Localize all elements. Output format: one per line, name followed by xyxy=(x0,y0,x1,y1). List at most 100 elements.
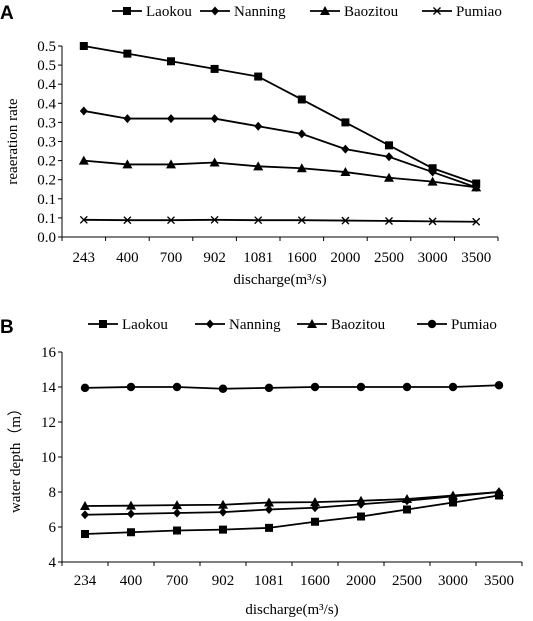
y-tick-label: 0.0 xyxy=(37,230,56,246)
y-tick-label: 0.3 xyxy=(37,115,56,131)
data-point xyxy=(167,216,175,225)
y-tick-label: 0.5 xyxy=(37,39,56,55)
y-tick-label: 0.1 xyxy=(37,211,56,227)
data-point xyxy=(173,508,181,518)
y-tick-label: 16 xyxy=(41,345,57,361)
data-point xyxy=(341,216,350,225)
series-baozitou xyxy=(80,487,504,510)
x-tick-label: 1600 xyxy=(300,573,330,589)
x-tick-label: 1081 xyxy=(254,573,284,589)
legend-entry-nanning: Nanning xyxy=(195,317,281,333)
data-point xyxy=(123,114,132,124)
data-point xyxy=(448,490,458,500)
data-point xyxy=(126,500,136,510)
x-tick-label: 243 xyxy=(73,250,96,266)
y-tick-label: 8 xyxy=(49,485,57,501)
x-tick-label: 902 xyxy=(203,250,226,266)
data-point xyxy=(81,510,89,520)
data-point xyxy=(341,144,350,154)
x-tick-label: 3000 xyxy=(438,573,468,589)
data-point xyxy=(254,72,263,81)
series-nanning xyxy=(79,106,481,192)
data-point xyxy=(297,129,306,139)
y-axis-title: reaeration rate xyxy=(5,98,21,185)
data-point xyxy=(210,215,219,224)
x-tick-label: 3500 xyxy=(461,250,491,266)
legend-label: Pumiao xyxy=(451,317,497,333)
data-point xyxy=(265,523,273,532)
panel-letter-b: B xyxy=(0,317,14,338)
data-point xyxy=(385,141,393,150)
data-point xyxy=(209,157,220,167)
data-point xyxy=(472,217,481,226)
legend-entry-baozitou: Baozitou xyxy=(310,4,399,20)
data-point xyxy=(167,114,175,124)
data-point xyxy=(123,49,132,58)
legend-marker xyxy=(427,319,437,329)
y-tick-label: 0.2 xyxy=(37,173,56,189)
data-point xyxy=(78,155,89,165)
data-point xyxy=(310,497,320,507)
data-point xyxy=(427,176,438,186)
data-point xyxy=(385,216,393,225)
legend-entry-laokou: Laokou xyxy=(112,4,192,20)
series-baozitou xyxy=(78,155,482,192)
x-tick-label: 700 xyxy=(166,573,189,589)
x-tick-label: 1600 xyxy=(287,250,317,266)
legend-marker xyxy=(99,320,107,328)
data-point xyxy=(127,509,135,519)
y-tick-label: 14 xyxy=(41,380,57,396)
chart-a-reaeration-rate: 0.0 0.1 0.1 0.2 0.2 0.3 0.3 0.4 0.4 0.5 0.5 243 400 7… xyxy=(5,4,502,288)
data-point xyxy=(219,507,227,517)
series-line xyxy=(84,491,500,507)
x-axis-title: discharge(m³/s) xyxy=(233,272,326,288)
legend-label: Baozitou xyxy=(344,4,399,20)
x-tick-label: 2500 xyxy=(374,250,404,266)
series-line xyxy=(83,159,477,189)
data-point xyxy=(403,505,411,514)
legend-label: Nanning xyxy=(229,317,281,333)
data-point xyxy=(340,167,351,177)
legend-marker xyxy=(320,6,330,15)
data-point xyxy=(402,382,412,392)
x-tick-label: 700 xyxy=(160,250,183,266)
y-tick-label: 0.4 xyxy=(37,77,56,93)
data-point xyxy=(428,167,437,177)
data-point xyxy=(428,217,437,226)
x-tick-label: 2000 xyxy=(346,573,376,589)
data-point xyxy=(449,498,457,507)
data-point xyxy=(210,64,219,73)
data-point xyxy=(166,159,176,169)
data-point xyxy=(356,495,366,505)
data-point xyxy=(218,384,228,393)
data-point xyxy=(357,512,365,521)
legend-marker xyxy=(206,319,214,329)
data-point xyxy=(172,382,182,392)
legend-label: Laokou xyxy=(146,4,192,20)
data-point xyxy=(254,121,263,131)
data-point xyxy=(385,152,393,162)
x-tick-label: 1081 xyxy=(243,250,273,266)
data-point xyxy=(296,163,307,173)
data-point xyxy=(253,161,264,171)
data-point xyxy=(80,501,90,510)
y-tick-label: 0.4 xyxy=(37,96,56,112)
series-pumiao xyxy=(80,381,504,393)
data-point xyxy=(173,526,181,535)
data-point xyxy=(402,494,412,503)
data-point xyxy=(218,499,228,509)
y-tick-label: 6 xyxy=(49,520,57,536)
legend-label: Nanning xyxy=(234,4,286,20)
data-point xyxy=(310,382,320,392)
legend-label: Baozitou xyxy=(331,317,386,333)
data-point xyxy=(127,528,135,537)
x-tick-label: 2000 xyxy=(330,250,360,266)
legend-marker xyxy=(123,7,131,15)
series-line xyxy=(83,110,477,189)
y-tick-label: 4 xyxy=(49,555,57,571)
chart-b-water-depth: 4 6 8 10 12 14 16 234 400 700 902 1081 1600 2000 2500 3… xyxy=(7,317,523,618)
data-point xyxy=(471,182,482,192)
y-tick-label: 0.2 xyxy=(37,154,56,170)
legend-marker xyxy=(211,6,219,16)
x-tick-label: 902 xyxy=(212,573,235,589)
